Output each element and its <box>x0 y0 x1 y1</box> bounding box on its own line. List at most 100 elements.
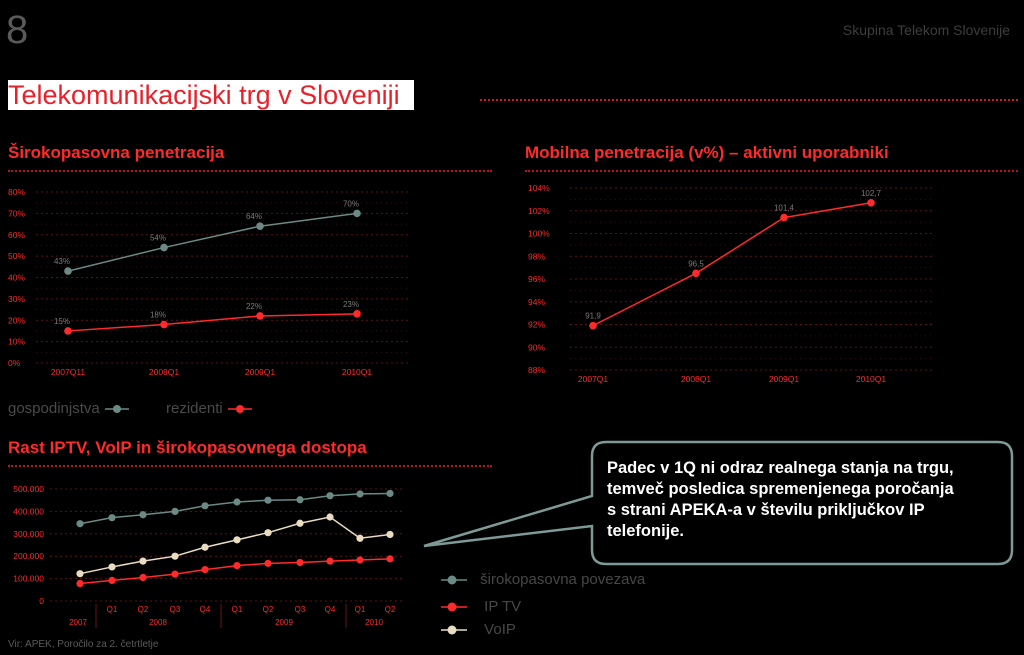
y-tick-label: 60% <box>8 230 25 240</box>
callout-bubble <box>423 440 1014 566</box>
data-label: 64% <box>246 212 262 221</box>
y-tick-label: 300.000 <box>13 529 44 539</box>
data-point <box>76 579 84 588</box>
x-tick-label: 2008Q1 <box>149 367 180 377</box>
quarter-label: Q2 <box>263 605 274 614</box>
data-label: 102,7 <box>861 189 882 198</box>
data-label: 91,9 <box>585 312 601 321</box>
year-label: 2007 <box>69 618 87 627</box>
mobile-title-divider <box>525 170 1018 172</box>
page-title: Telekomunikacijski trg v Sloveniji <box>8 80 414 110</box>
y-tick-label: 96% <box>528 274 545 284</box>
series-line-rezidenti <box>67 313 358 332</box>
data-point <box>867 198 875 207</box>
data-label: 23% <box>343 300 359 309</box>
legend-voip-label: VoIP <box>484 621 516 638</box>
y-tick-label: 500.000 <box>13 484 44 494</box>
data-label: 43% <box>54 257 70 266</box>
data-point <box>108 563 116 571</box>
legend-residents-label: rezidenti <box>166 400 223 417</box>
y-tick-label: 104% <box>528 183 550 193</box>
data-point <box>139 557 147 565</box>
y-tick-label: 102% <box>528 206 550 216</box>
x-tick-label: 2007Q11 <box>51 367 86 377</box>
y-tick-label: 200.000 <box>13 551 44 561</box>
quarter-label: Q4 <box>325 605 336 614</box>
source-footnote: Vir: APEK, Poročilo za 2. četrtletje <box>8 639 159 650</box>
quarter-label: Q3 <box>295 605 306 614</box>
quarter-label: Q4 <box>200 605 211 614</box>
data-point <box>64 267 72 275</box>
data-point <box>256 222 264 230</box>
iptv-voip-broadband-growth-chart: 0 100.000 200.000 300.000 400.000 500.000 Q1 Q2… <box>13 484 402 628</box>
data-point <box>296 496 304 504</box>
data-point <box>353 310 361 318</box>
y-tick-label: 0 <box>39 596 44 606</box>
title-divider <box>480 99 1018 101</box>
legend-households: gospodinjstva <box>8 400 130 417</box>
data-point <box>296 558 304 567</box>
data-point <box>108 576 116 584</box>
data-point <box>356 490 364 498</box>
x-tick-label: 2009Q1 <box>769 374 800 384</box>
data-point <box>296 519 304 527</box>
data-point <box>201 566 209 574</box>
x-tick-label: 2008Q1 <box>681 374 712 384</box>
data-point <box>326 492 334 500</box>
growth-title-divider <box>8 465 492 467</box>
data-point <box>171 552 179 560</box>
x-tick-label: 2009Q1 <box>245 367 276 377</box>
y-tick-label: 40% <box>8 273 25 283</box>
y-tick-label: 94% <box>528 297 545 307</box>
y-tick-label: 400.000 <box>13 506 44 516</box>
mobile-penetration-chart: 88% 90% 92% 94% 96% 98% 100% 102% 104% 2007Q1 2008… <box>528 183 932 384</box>
legend-residents: rezidenti <box>166 400 253 417</box>
series-line-širokopasovna-povezava <box>79 492 391 525</box>
y-tick-label: 80% <box>8 187 25 197</box>
data-label: 15% <box>54 317 70 326</box>
series-line-aktivni-uporabniki <box>592 202 872 327</box>
data-label: 101,4 <box>774 204 795 213</box>
y-tick-label: 90% <box>528 342 545 352</box>
data-point <box>233 536 241 544</box>
legend-broadband-label: širokopasovna povezava <box>480 571 646 588</box>
y-tick-label: 88% <box>528 365 545 375</box>
quarter-label: Q2 <box>138 605 149 614</box>
data-point <box>139 511 147 519</box>
broadband-chart-title: Širokopasovna penetracija <box>8 143 225 162</box>
series-line-IP-TV <box>79 558 391 585</box>
brand-name: Skupina Telekom Slovenije <box>842 22 1010 38</box>
year-label: 2009 <box>275 618 293 627</box>
data-point <box>201 543 209 551</box>
page-number: 8 <box>6 8 29 52</box>
data-point <box>353 209 361 218</box>
data-label: 18% <box>150 311 166 320</box>
data-point <box>139 573 147 582</box>
data-point <box>171 570 179 578</box>
y-tick-label: 0% <box>8 358 21 368</box>
y-tick-label: 30% <box>8 294 25 304</box>
data-point <box>256 312 264 320</box>
data-label: 96,5 <box>688 259 704 268</box>
data-point <box>692 269 700 278</box>
data-point <box>76 570 84 578</box>
data-point <box>108 514 116 522</box>
data-point <box>160 243 168 252</box>
data-point <box>326 557 334 565</box>
data-point <box>589 321 597 330</box>
data-label: 22% <box>246 302 262 311</box>
data-point <box>386 555 394 563</box>
data-point <box>264 529 272 537</box>
y-tick-label: 98% <box>528 251 545 261</box>
data-point <box>264 496 272 504</box>
legend-residents-marker <box>227 405 252 414</box>
legend-broadband-marker <box>441 575 467 585</box>
data-point <box>780 213 788 222</box>
data-point <box>356 556 364 564</box>
data-point <box>76 520 84 528</box>
quarter-label: Q1 <box>232 605 243 614</box>
y-tick-label: 92% <box>528 320 545 330</box>
y-tick-label: 100% <box>528 229 550 239</box>
quarter-label: Q1 <box>355 605 366 614</box>
data-point <box>386 530 394 539</box>
